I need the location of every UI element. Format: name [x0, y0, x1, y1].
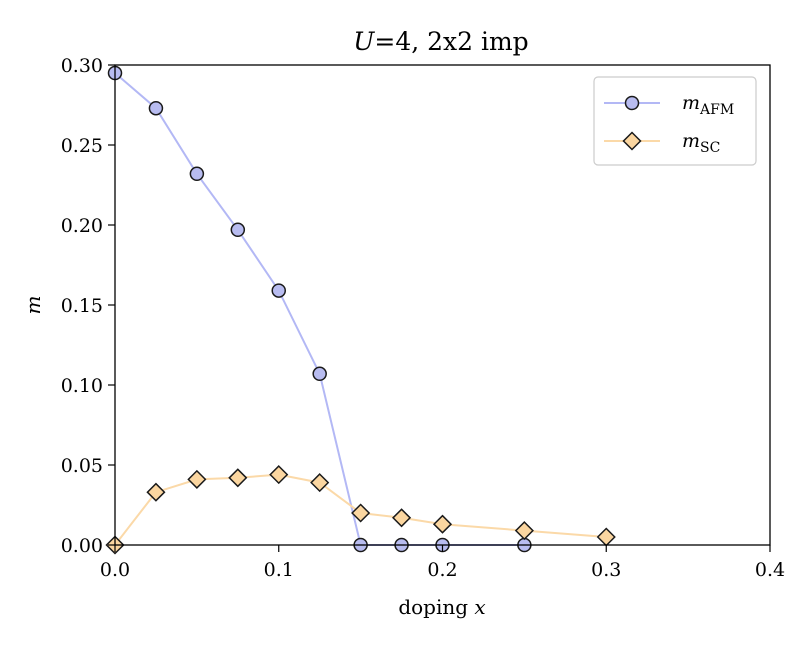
legend-marker-sc	[622, 131, 642, 151]
x-axis-label: doping x	[398, 595, 485, 619]
y-tick-label: 0.20	[61, 215, 103, 237]
x-tick-label: 0.0	[100, 559, 130, 581]
chart-title-variable: U	[353, 27, 375, 56]
data-point-afm	[148, 100, 164, 116]
data-point-sc	[269, 465, 289, 485]
data-point-sc	[351, 503, 371, 523]
x-tick-label: 0.2	[427, 559, 457, 581]
x-axis-label-variable: x	[474, 595, 485, 619]
data-point-sc	[392, 508, 412, 528]
y-tick-label: 0.05	[61, 455, 103, 477]
legend-entry-afm: mAFM	[604, 92, 734, 118]
data-point-sc	[187, 469, 207, 489]
legend-label-var: m	[682, 92, 700, 114]
data-point-sc	[146, 482, 166, 502]
chart-title-rest: =4, 2x2 imp	[374, 27, 528, 56]
y-axis-label: m	[21, 296, 45, 315]
legend-entry-sc: mSC	[604, 130, 720, 156]
legend-label-afm: mAFM	[682, 92, 734, 118]
legend-label-sub: SC	[700, 140, 720, 156]
y-tick-label: 0.25	[61, 135, 103, 157]
y-tick-label: 0.30	[61, 55, 103, 77]
legend-label-sub: AFM	[699, 102, 734, 118]
series-sc	[105, 465, 616, 555]
legend-label-var: m	[682, 130, 700, 152]
legend-label-sc: mSC	[682, 130, 720, 156]
data-point-afm	[230, 222, 246, 238]
chart-title: U=4, 2x2 imp	[353, 27, 528, 56]
ticks-layer: 0.0 0.1 0.2 0.3 0.4 0.00 0.05 0.10 0.15 0.20 0.25 0…	[61, 55, 785, 581]
y-tick-label: 0.10	[61, 375, 103, 397]
data-point-sc	[432, 514, 453, 534]
data-point-afm	[312, 366, 327, 382]
data-point-sc	[310, 473, 330, 493]
legend-box	[593, 76, 757, 166]
x-tick-label: 0.4	[755, 559, 785, 581]
series-layer	[105, 65, 616, 555]
x-tick-label: 0.1	[264, 559, 294, 581]
y-tick-label: 0.00	[61, 535, 103, 557]
data-point-afm	[271, 283, 286, 298]
data-point-sc	[228, 468, 248, 488]
legend-marker-afm	[624, 95, 640, 111]
x-tick-label: 0.3	[591, 559, 621, 581]
data-point-afm	[189, 166, 205, 182]
data-point-sc	[514, 521, 534, 541]
x-axis-label-text: doping	[398, 595, 474, 619]
y-tick-label: 0.15	[61, 295, 103, 317]
